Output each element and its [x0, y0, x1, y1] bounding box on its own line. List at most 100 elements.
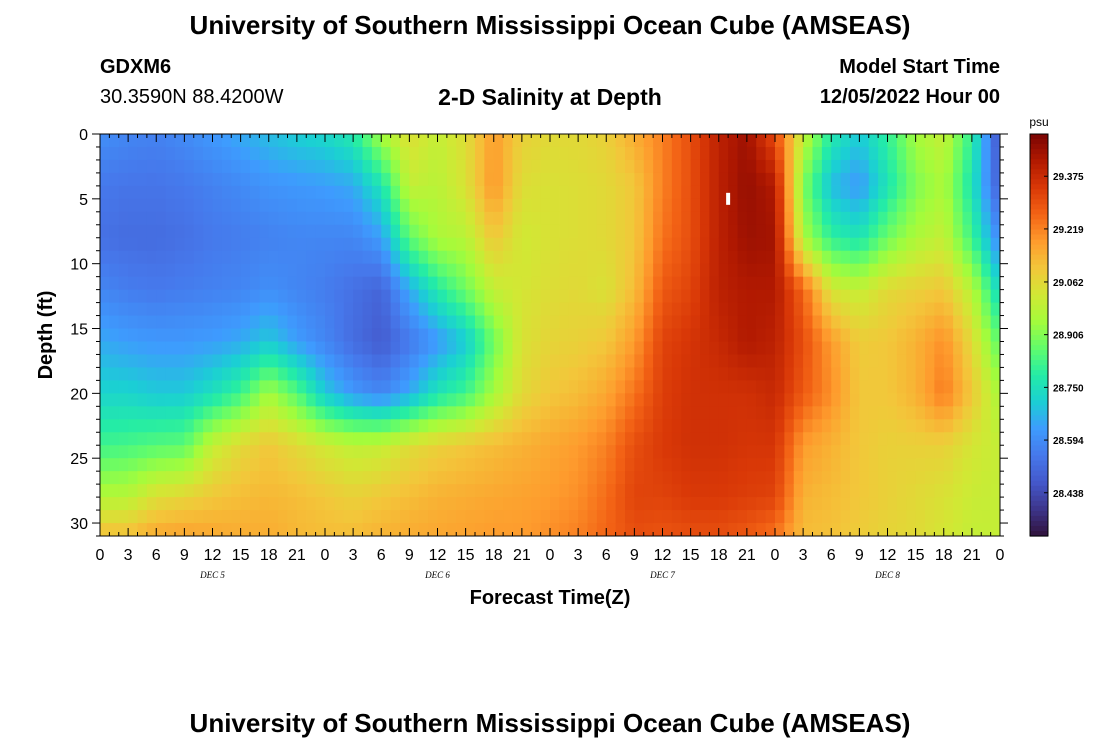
heatmap-cell: [512, 419, 523, 433]
heatmap-cell: [484, 341, 495, 356]
heatmap-cell: [231, 276, 242, 291]
heatmap-cell: [306, 393, 317, 407]
heatmap-cell: [840, 432, 851, 446]
heatmap-cell: [287, 380, 298, 394]
heatmap-cell: [400, 367, 410, 381]
heatmap-cell: [662, 393, 673, 407]
heatmap-cell: [775, 380, 785, 394]
heatmap-cell: [100, 393, 110, 407]
heatmap-cell: [746, 484, 757, 498]
heatmap-cell: [456, 484, 467, 498]
heatmap-cell: [737, 497, 748, 511]
heatmap-cell: [990, 224, 1000, 239]
heatmap-cell: [362, 393, 373, 407]
heatmap-cell: [240, 237, 251, 252]
heatmap-cell: [212, 432, 223, 446]
heatmap-cell: [737, 276, 748, 291]
heatmap-cell: [662, 458, 673, 472]
heatmap-cell: [981, 510, 992, 524]
heatmap-cell: [550, 354, 560, 369]
heatmap-cell: [306, 354, 317, 369]
heatmap-cell: [325, 315, 335, 330]
heatmap-cell: [315, 380, 326, 394]
heatmap-cell: [503, 172, 514, 187]
heatmap-cell: [390, 380, 401, 394]
heatmap-cell: [512, 393, 523, 407]
heatmap-cell: [756, 263, 767, 278]
heatmap-cell: [615, 406, 626, 420]
heatmap-cell: [456, 172, 467, 187]
heatmap-cell: [240, 328, 251, 343]
heatmap-cell: [109, 510, 120, 524]
heatmap-cell: [334, 237, 345, 252]
heatmap-cell: [418, 367, 429, 381]
heatmap-cell: [175, 458, 185, 472]
heatmap-cell: [503, 484, 514, 498]
heatmap-cell: [756, 523, 767, 536]
heatmap-cell: [850, 185, 860, 200]
heatmap-cell: [737, 289, 748, 304]
heatmap-cell: [981, 341, 992, 356]
heatmap-cell: [521, 159, 532, 174]
heatmap-cell: [493, 289, 504, 304]
heatmap-cell: [840, 458, 851, 472]
heatmap-cell: [775, 523, 785, 536]
heatmap-cell: [934, 224, 945, 239]
heatmap-cell: [587, 432, 598, 446]
heatmap-cell: [428, 419, 439, 433]
heatmap-cell: [503, 250, 514, 265]
heatmap-cell: [512, 354, 523, 369]
heatmap-cell: [578, 302, 589, 317]
heatmap-cell: [662, 471, 673, 485]
heatmap-cell: [193, 484, 204, 498]
heatmap-cell: [259, 328, 270, 343]
heatmap-cell: [596, 484, 607, 498]
heatmap-cell: [831, 315, 842, 330]
heatmap-cell: [268, 432, 279, 446]
heatmap-cell: [596, 497, 607, 511]
heatmap-cell: [512, 458, 523, 472]
heatmap-cell: [887, 146, 898, 161]
heatmap-cell: [231, 237, 242, 252]
heatmap-cell: [325, 302, 335, 317]
heatmap-cell: [812, 458, 823, 472]
heatmap-cell: [990, 198, 1000, 213]
heatmap-cell: [100, 354, 110, 369]
heatmap-cell: [681, 302, 692, 317]
heatmap-cell: [400, 406, 410, 420]
heatmap-cell: [418, 354, 429, 369]
heatmap-cell: [859, 237, 870, 252]
heatmap-cell: [128, 341, 139, 356]
heatmap-cell: [409, 393, 420, 407]
heatmap-cell: [221, 263, 232, 278]
heatmap-cell: [128, 289, 139, 304]
heatmap-cell: [887, 185, 898, 200]
heatmap-cell: [625, 471, 635, 485]
heatmap-cell: [671, 432, 682, 446]
heatmap-cell: [409, 315, 420, 330]
heatmap-cell: [906, 367, 917, 381]
heatmap-cell: [203, 393, 214, 407]
heatmap-cell: [296, 341, 307, 356]
heatmap-cell: [493, 406, 504, 420]
heatmap-cell: [906, 289, 917, 304]
heatmap-cell: [475, 419, 485, 433]
heatmap-cell: [540, 354, 551, 369]
heatmap-cell: [465, 289, 476, 304]
heatmap-cell: [990, 419, 1000, 433]
heatmap-cell: [109, 406, 120, 420]
heatmap-cell: [446, 302, 457, 317]
heatmap-cell: [531, 471, 542, 485]
heatmap-cell: [784, 328, 795, 343]
heatmap-cell: [850, 471, 860, 485]
heatmap-cell: [962, 367, 973, 381]
heatmap-cell: [325, 134, 335, 148]
heatmap-cell: [821, 224, 832, 239]
heatmap-cell: [503, 146, 514, 161]
heatmap-cell: [559, 393, 570, 407]
heatmap-cell: [193, 250, 204, 265]
heatmap-cell: [521, 224, 532, 239]
heatmap-cell: [831, 276, 842, 291]
heatmap-cell: [493, 224, 504, 239]
colorbar-segment: [1030, 515, 1048, 522]
